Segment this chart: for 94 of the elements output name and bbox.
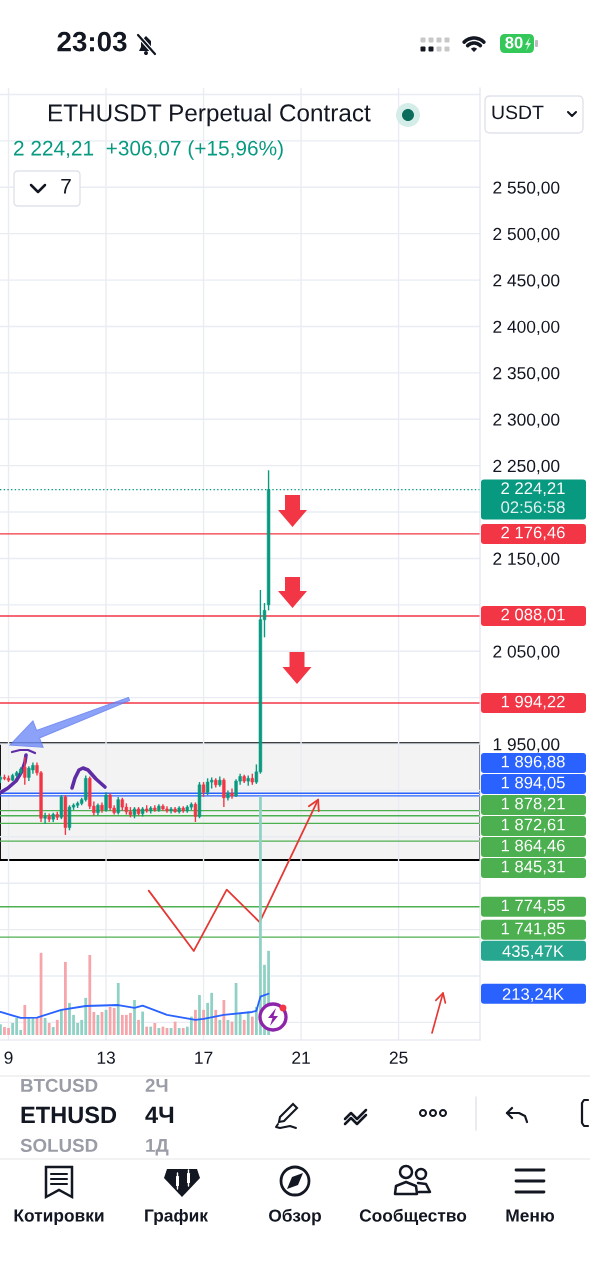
text: 2Ч	[145, 1078, 168, 1092]
ref-line-label: 1 872,61	[501, 818, 565, 833]
bar	[153, 1022, 157, 1035]
bar	[55, 1019, 59, 1035]
bar	[177, 1028, 181, 1035]
bar	[51, 1027, 55, 1035]
text: Меню	[506, 1209, 555, 1222]
bar	[124, 1014, 128, 1035]
bar	[84, 997, 88, 1035]
candlestick	[67, 804, 72, 831]
bar	[149, 1026, 153, 1035]
bar	[112, 1007, 116, 1035]
bar	[210, 992, 214, 1035]
bar	[64, 961, 67, 1035]
bar	[47, 1022, 51, 1035]
y-tick-label: 1 950,00	[493, 738, 560, 753]
text: SOLUSD	[20, 1138, 98, 1153]
ref-line-label: 2 224,21 02:56:58	[501, 482, 565, 514]
ref-line-label: 1 774,55	[501, 899, 565, 914]
bar	[68, 1002, 71, 1035]
bar	[133, 1000, 136, 1035]
ref-line-label: 1 845,31	[501, 860, 565, 875]
bar	[222, 1000, 226, 1035]
ref-line-label: 1 878,21	[501, 797, 565, 812]
candlestick	[43, 811, 47, 825]
bar	[27, 1017, 31, 1035]
candlestick	[104, 791, 108, 813]
line-series	[0, 992, 270, 1021]
text: Обзор	[269, 1208, 321, 1226]
y-tick-label: 2 050,00	[493, 645, 560, 660]
candlestick	[59, 794, 64, 820]
text: 23:03	[57, 31, 127, 52]
annotation: 7	[61, 179, 71, 194]
bar	[3, 1027, 6, 1035]
bar	[59, 1009, 63, 1035]
bar	[259, 796, 262, 1035]
candlestick	[84, 774, 88, 803]
text: 4Ч	[145, 1106, 174, 1124]
y-tick-label: 2 450,00	[493, 274, 560, 289]
bar	[120, 1014, 124, 1035]
text: Сообщество	[359, 1208, 467, 1225]
y-tick-label: 2 350,00	[493, 367, 560, 382]
bar	[141, 1011, 144, 1035]
bar	[15, 1017, 19, 1035]
text: Котировки	[14, 1209, 104, 1226]
ref-line-label: 1 994,22	[501, 695, 565, 710]
bar	[7, 1028, 10, 1035]
y-tick-label: 2 550,00	[493, 181, 560, 196]
bar	[116, 982, 120, 1035]
bar	[129, 1012, 132, 1035]
bar	[250, 1016, 254, 1035]
text: ETHUSD	[21, 1106, 117, 1124]
bar	[157, 1028, 161, 1035]
bar	[0, 1024, 2, 1035]
x-tick-label: 17	[195, 1051, 213, 1064]
text: ETHUSDT Perpetual Contract	[48, 103, 371, 127]
text: USDT	[492, 105, 544, 120]
bar	[88, 954, 92, 1035]
y2-tick-label: 435,47K	[502, 945, 564, 959]
candlestick	[23, 756, 27, 786]
y2-tick-label: 213,24K	[502, 988, 564, 1002]
x-tick-label: 25	[389, 1051, 408, 1064]
y-tick-label: 2 150,00	[493, 552, 560, 567]
ref-line-label: 1 864,46	[501, 839, 565, 854]
text: BTCUSD	[21, 1078, 98, 1093]
ref-line-label: 1 894,05	[501, 776, 565, 791]
text: 1Д	[146, 1138, 169, 1156]
y-tick-label: 2 400,00	[493, 320, 560, 335]
ref-line-label: 1 741,85	[501, 922, 565, 937]
text: 2 224,21 +306,07 (+15,96%)	[14, 140, 283, 160]
text: 80	[505, 36, 523, 49]
x-tick-label: 21	[292, 1051, 310, 1064]
bar	[218, 1019, 222, 1035]
bar	[214, 1009, 218, 1035]
bar	[246, 1011, 250, 1035]
bar	[137, 1019, 140, 1035]
candlestick	[193, 801, 198, 823]
ref-line-label: 2 088,01	[501, 608, 565, 623]
bar	[242, 1019, 246, 1035]
bar	[181, 1028, 185, 1035]
bar	[238, 1012, 242, 1035]
bar	[23, 1005, 27, 1035]
y-tick-label: 2 500,00	[493, 227, 560, 243]
bar	[145, 1026, 149, 1035]
y-tick-label: 2 300,00	[493, 413, 560, 428]
ref-line-label: 1 896,88	[501, 755, 565, 770]
candlestick	[222, 777, 226, 808]
bar	[198, 994, 201, 1035]
text: График	[145, 1208, 209, 1226]
bar	[11, 1022, 14, 1035]
x-tick-label: 9	[4, 1051, 13, 1064]
ref-line-label: 2 176,46	[501, 526, 565, 541]
x-tick-label: 13	[97, 1051, 115, 1064]
y-tick-label: 2 250,00	[493, 459, 560, 475]
